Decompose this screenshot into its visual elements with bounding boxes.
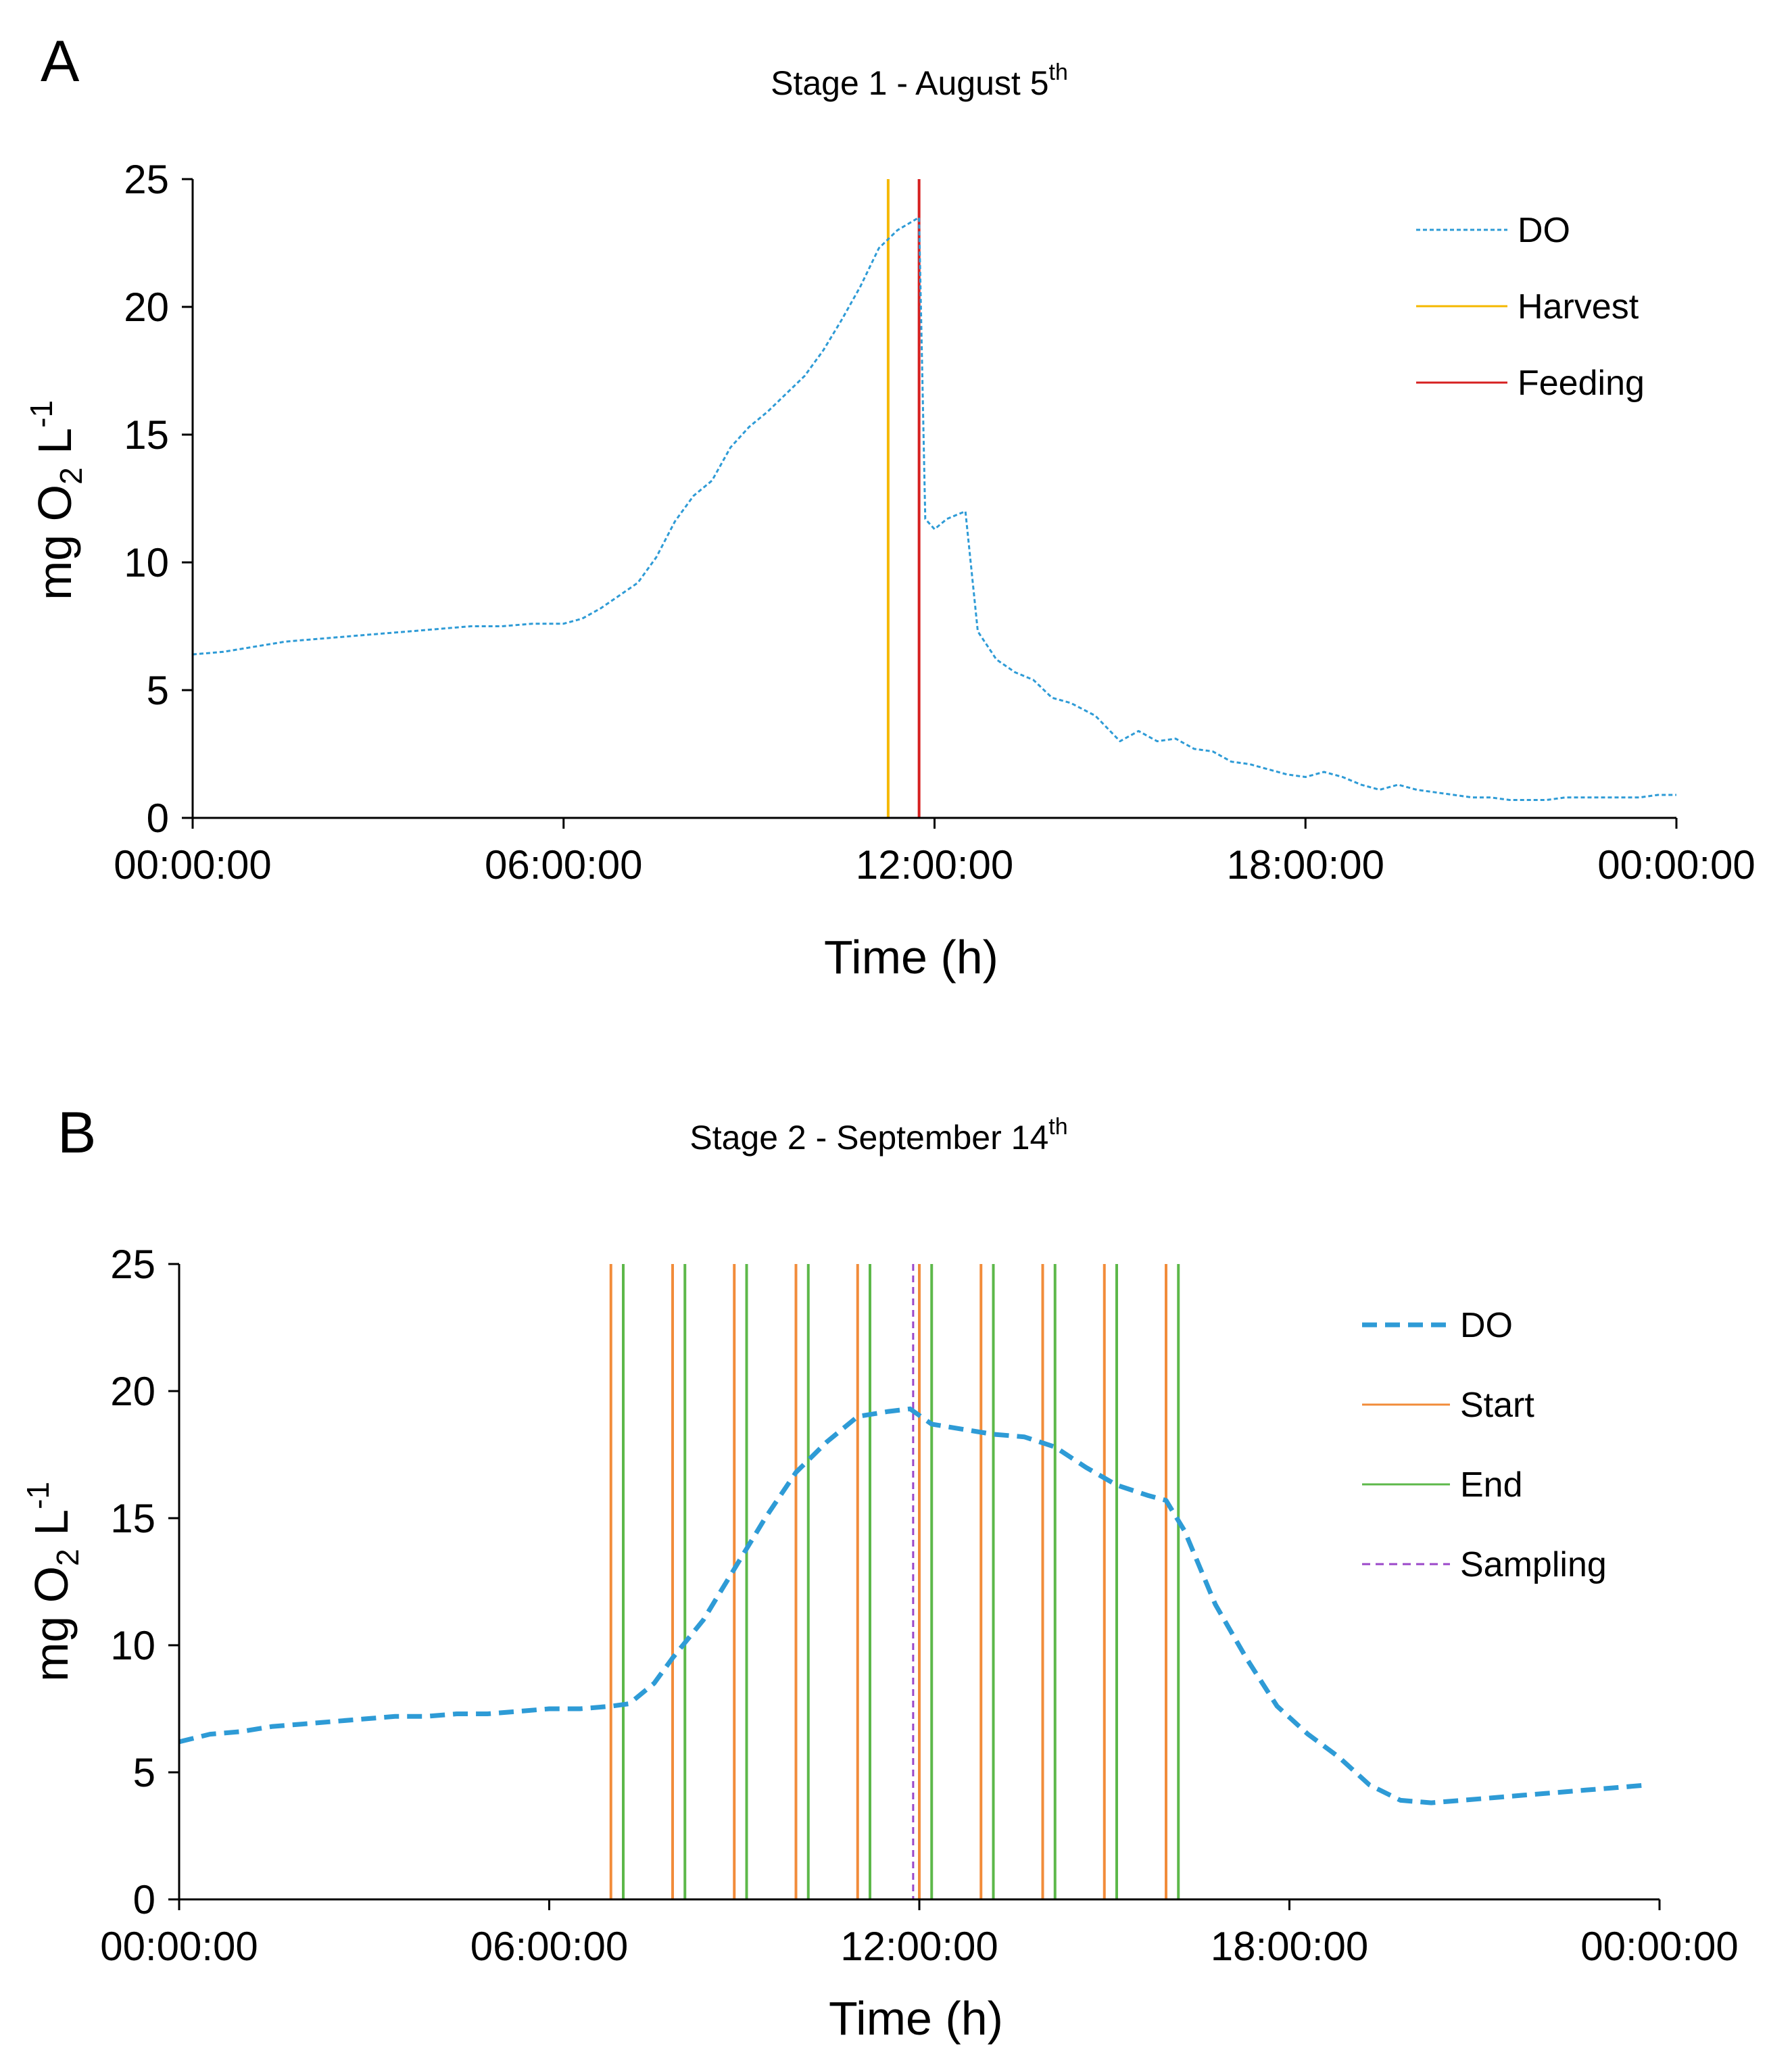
panel-b-legend-label-sampling: Sampling <box>1460 1545 1607 1584</box>
panel-b-x-tick-label: 12:00:00 <box>840 1924 998 1969</box>
panel-b-x-tick-label: 00:00:00 <box>100 1924 258 1969</box>
panel-b-x-tick-label: 06:00:00 <box>470 1924 629 1969</box>
panel-b-ylabel-tail: L <box>25 1509 78 1549</box>
panel-b-legend-label-start: Start <box>1460 1386 1534 1425</box>
panel-b-y-tick-label: 0 <box>133 1877 155 1922</box>
panel-b-series-do <box>178 1406 1648 1805</box>
panel-b-title-sup: th <box>1048 1114 1067 1140</box>
panel-a-series-do <box>192 216 1676 801</box>
panel-a-letter: A <box>41 29 80 94</box>
panel-b: B Stage 2 - September 14th mg O2 L-1 Tim… <box>20 1100 1739 2045</box>
panel-b-y-tick-label: 25 <box>110 1242 155 1287</box>
panel-a-legend-label-do: DO <box>1518 211 1570 250</box>
panel-a: A Stage 1 - August 5th mg O2 L-1 Time (h… <box>24 29 1755 983</box>
panel-b-x-tick-label: 18:00:00 <box>1211 1924 1369 1969</box>
panel-a-legend-label-harvest: Harvest <box>1518 287 1639 326</box>
panel-b-ylabel: mg O2 L-1 <box>20 1482 85 1682</box>
panel-a-xlabel: Time (h) <box>824 931 998 983</box>
panel-a-title-main: Stage 1 - August 5 <box>771 64 1048 102</box>
panel-a-y-tick-label: 15 <box>124 412 169 458</box>
panel-b-ylabel-sub: 2 <box>50 1549 85 1566</box>
panel-b-xlabel: Time (h) <box>829 1992 1003 2045</box>
panel-a-ylabel-sup: -1 <box>24 400 59 428</box>
panel-a-x-tick-label: 12:00:00 <box>856 842 1014 888</box>
panel-a-legend-label-feeding: Feeding <box>1518 364 1645 403</box>
panel-a-y-tick-label: 10 <box>124 540 169 585</box>
panel-a-ylabel-main: mg O <box>28 485 81 600</box>
panel-b-title-main: Stage 2 - September 14 <box>689 1119 1048 1157</box>
panel-a-x-tick-label: 18:00:00 <box>1226 842 1384 888</box>
panel-a-title-sup: th <box>1049 59 1068 85</box>
panel-a-x-tick-label: 00:00:00 <box>114 842 272 888</box>
panel-b-y-tick-label: 15 <box>110 1496 155 1541</box>
panel-b-letter: B <box>57 1100 96 1165</box>
panel-b-y-tick-label: 20 <box>110 1369 155 1414</box>
panel-b-x-tick-label: 00:00:00 <box>1580 1924 1739 1969</box>
panel-b-legend-label-do: DO <box>1460 1306 1513 1345</box>
panel-b-ylabel-sup: -1 <box>20 1482 55 1509</box>
panel-a-y-tick-label: 5 <box>147 668 169 713</box>
panel-a-ylabel: mg O2 L-1 <box>24 400 89 600</box>
panel-a-y-tick-label: 25 <box>124 157 169 202</box>
panel-a-legend: DO Harvest Feeding <box>1416 211 1645 403</box>
panel-a-x-tick-label: 00:00:00 <box>1597 842 1755 888</box>
panel-a-y-tick-label: 20 <box>124 285 169 330</box>
panel-a-x-tick-label: 06:00:00 <box>485 842 643 888</box>
panel-b-title: Stage 2 - September 14th <box>689 1114 1067 1157</box>
panel-b-y-tick-label: 5 <box>133 1750 155 1795</box>
panel-b-legend: DO Start End Sampling <box>1362 1306 1607 1584</box>
panel-b-ylabel-main: mg O <box>25 1566 78 1682</box>
panel-a-ylabel-tail: L <box>28 428 81 467</box>
panel-b-legend-label-end: End <box>1460 1465 1523 1505</box>
panel-a-y-tick-label: 0 <box>147 796 169 841</box>
panel-a-ylabel-sub: 2 <box>53 467 89 485</box>
panel-b-y-tick-label: 10 <box>110 1623 155 1668</box>
panel-a-title: Stage 1 - August 5th <box>771 59 1068 102</box>
